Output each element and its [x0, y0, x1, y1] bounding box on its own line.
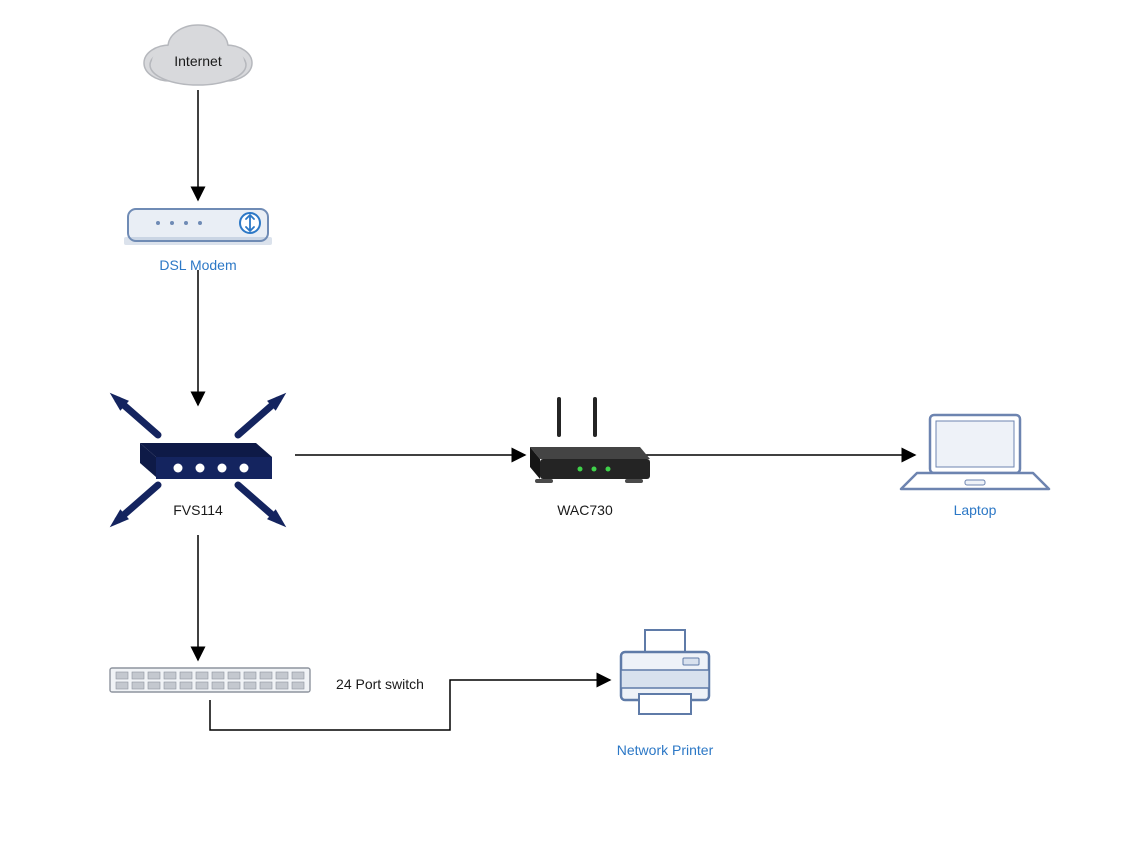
diagram-canvas: [0, 0, 1124, 843]
label-modem: DSL Modem: [98, 257, 298, 273]
label-laptop: Laptop: [875, 502, 1075, 518]
node-printer: [621, 630, 709, 714]
label-internet: Internet: [98, 53, 298, 69]
label-router: FVS114: [98, 502, 298, 518]
label-printer: Network Printer: [565, 742, 765, 758]
node-ap: [530, 397, 650, 483]
node-modem: [124, 209, 272, 245]
node-laptop: [901, 415, 1049, 489]
label-ap: WAC730: [485, 502, 685, 518]
label-switch: 24 Port switch: [280, 676, 480, 692]
